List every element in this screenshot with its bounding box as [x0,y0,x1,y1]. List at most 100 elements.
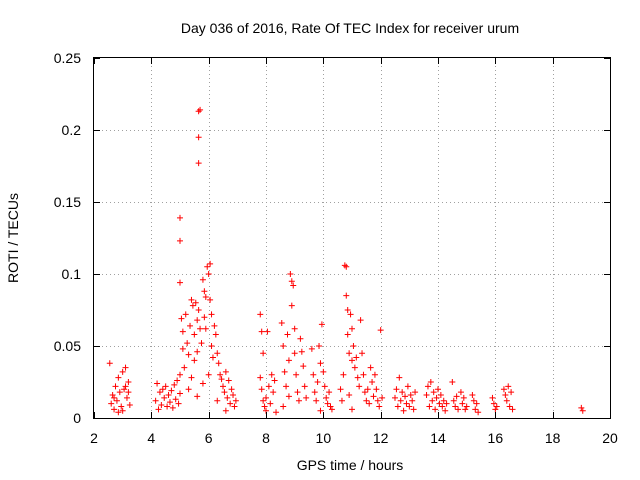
data-point [195,160,202,167]
data-point [177,279,183,286]
data-point [108,400,115,407]
x-tick-label: 18 [545,430,561,446]
data-point [436,400,443,407]
data-point [122,364,129,371]
data-point [195,134,202,141]
data-point [410,406,417,413]
data-point [338,397,345,404]
data-point [298,348,305,355]
data-point [265,383,272,390]
data-point [394,403,401,410]
data-point [288,302,295,309]
y-tick-label: 0.1 [62,266,82,282]
data-point [152,397,159,404]
data-point [287,271,294,277]
data-point [258,386,265,393]
data-point [402,393,409,400]
data-point [199,380,206,387]
data-point [222,407,229,414]
data-point [178,315,185,322]
data-point [197,106,204,113]
data-point [426,403,433,410]
data-point [430,389,437,396]
data-point [473,400,480,407]
data-point [459,400,466,407]
data-point [212,331,219,338]
data-point [294,389,301,396]
data-point [217,371,224,378]
data-point [195,307,202,313]
data-point [283,383,290,390]
data-point [214,350,221,357]
data-point [111,406,118,413]
data-point [437,391,444,398]
data-point [118,403,125,410]
data-point [123,394,130,401]
data-point [369,379,376,385]
data-point [457,389,464,396]
data-point [194,348,201,355]
data-point [267,400,274,407]
data-point [337,386,344,393]
x-tick-label: 16 [488,430,504,446]
data-point [116,389,123,396]
data-point [270,389,277,396]
data-point [109,391,116,398]
data-point [280,343,287,349]
data-point [317,360,324,367]
axis-ticks [94,58,611,419]
data-point [328,406,335,413]
y-tick-label: 0.25 [54,50,81,66]
data-point [353,354,360,361]
data-point [373,386,380,393]
data-point [158,402,165,409]
data-point [155,406,162,413]
data-point [204,263,211,270]
data-point [323,394,330,401]
data-points [106,106,586,416]
data-point [222,368,229,375]
data-point [443,400,450,407]
data-point [218,376,225,383]
data-point [393,386,400,393]
data-point [112,383,119,390]
data-point [185,351,192,358]
data-point [175,400,182,407]
data-point [174,377,181,384]
data-point [460,394,467,401]
x-tick-label: 14 [430,430,446,446]
data-point [313,397,320,404]
data-point [506,403,513,410]
data-point [285,357,292,364]
data-point [171,381,178,388]
data-point [257,374,264,381]
data-point [182,311,189,318]
data-point [346,391,353,398]
data-point [392,394,398,401]
data-point [300,363,307,370]
data-point [257,311,264,318]
data-point [301,383,308,390]
data-point [455,406,462,413]
data-point [509,406,516,413]
data-point [164,403,171,410]
data-point [125,379,132,385]
data-point [349,406,355,413]
data-point [208,311,215,318]
data-point [490,400,497,407]
data-point [492,406,499,413]
data-point [161,394,168,401]
data-point [125,389,132,396]
y-tick-label: 0.15 [54,194,81,210]
data-point [357,317,364,324]
data-point [288,278,295,285]
data-point [340,371,347,378]
data-point [374,397,381,404]
data-point [264,328,271,335]
data-point [284,331,291,338]
data-point [450,397,457,404]
data-point [293,371,300,378]
data-point [106,360,113,367]
data-point [224,394,231,401]
data-point [452,403,459,410]
